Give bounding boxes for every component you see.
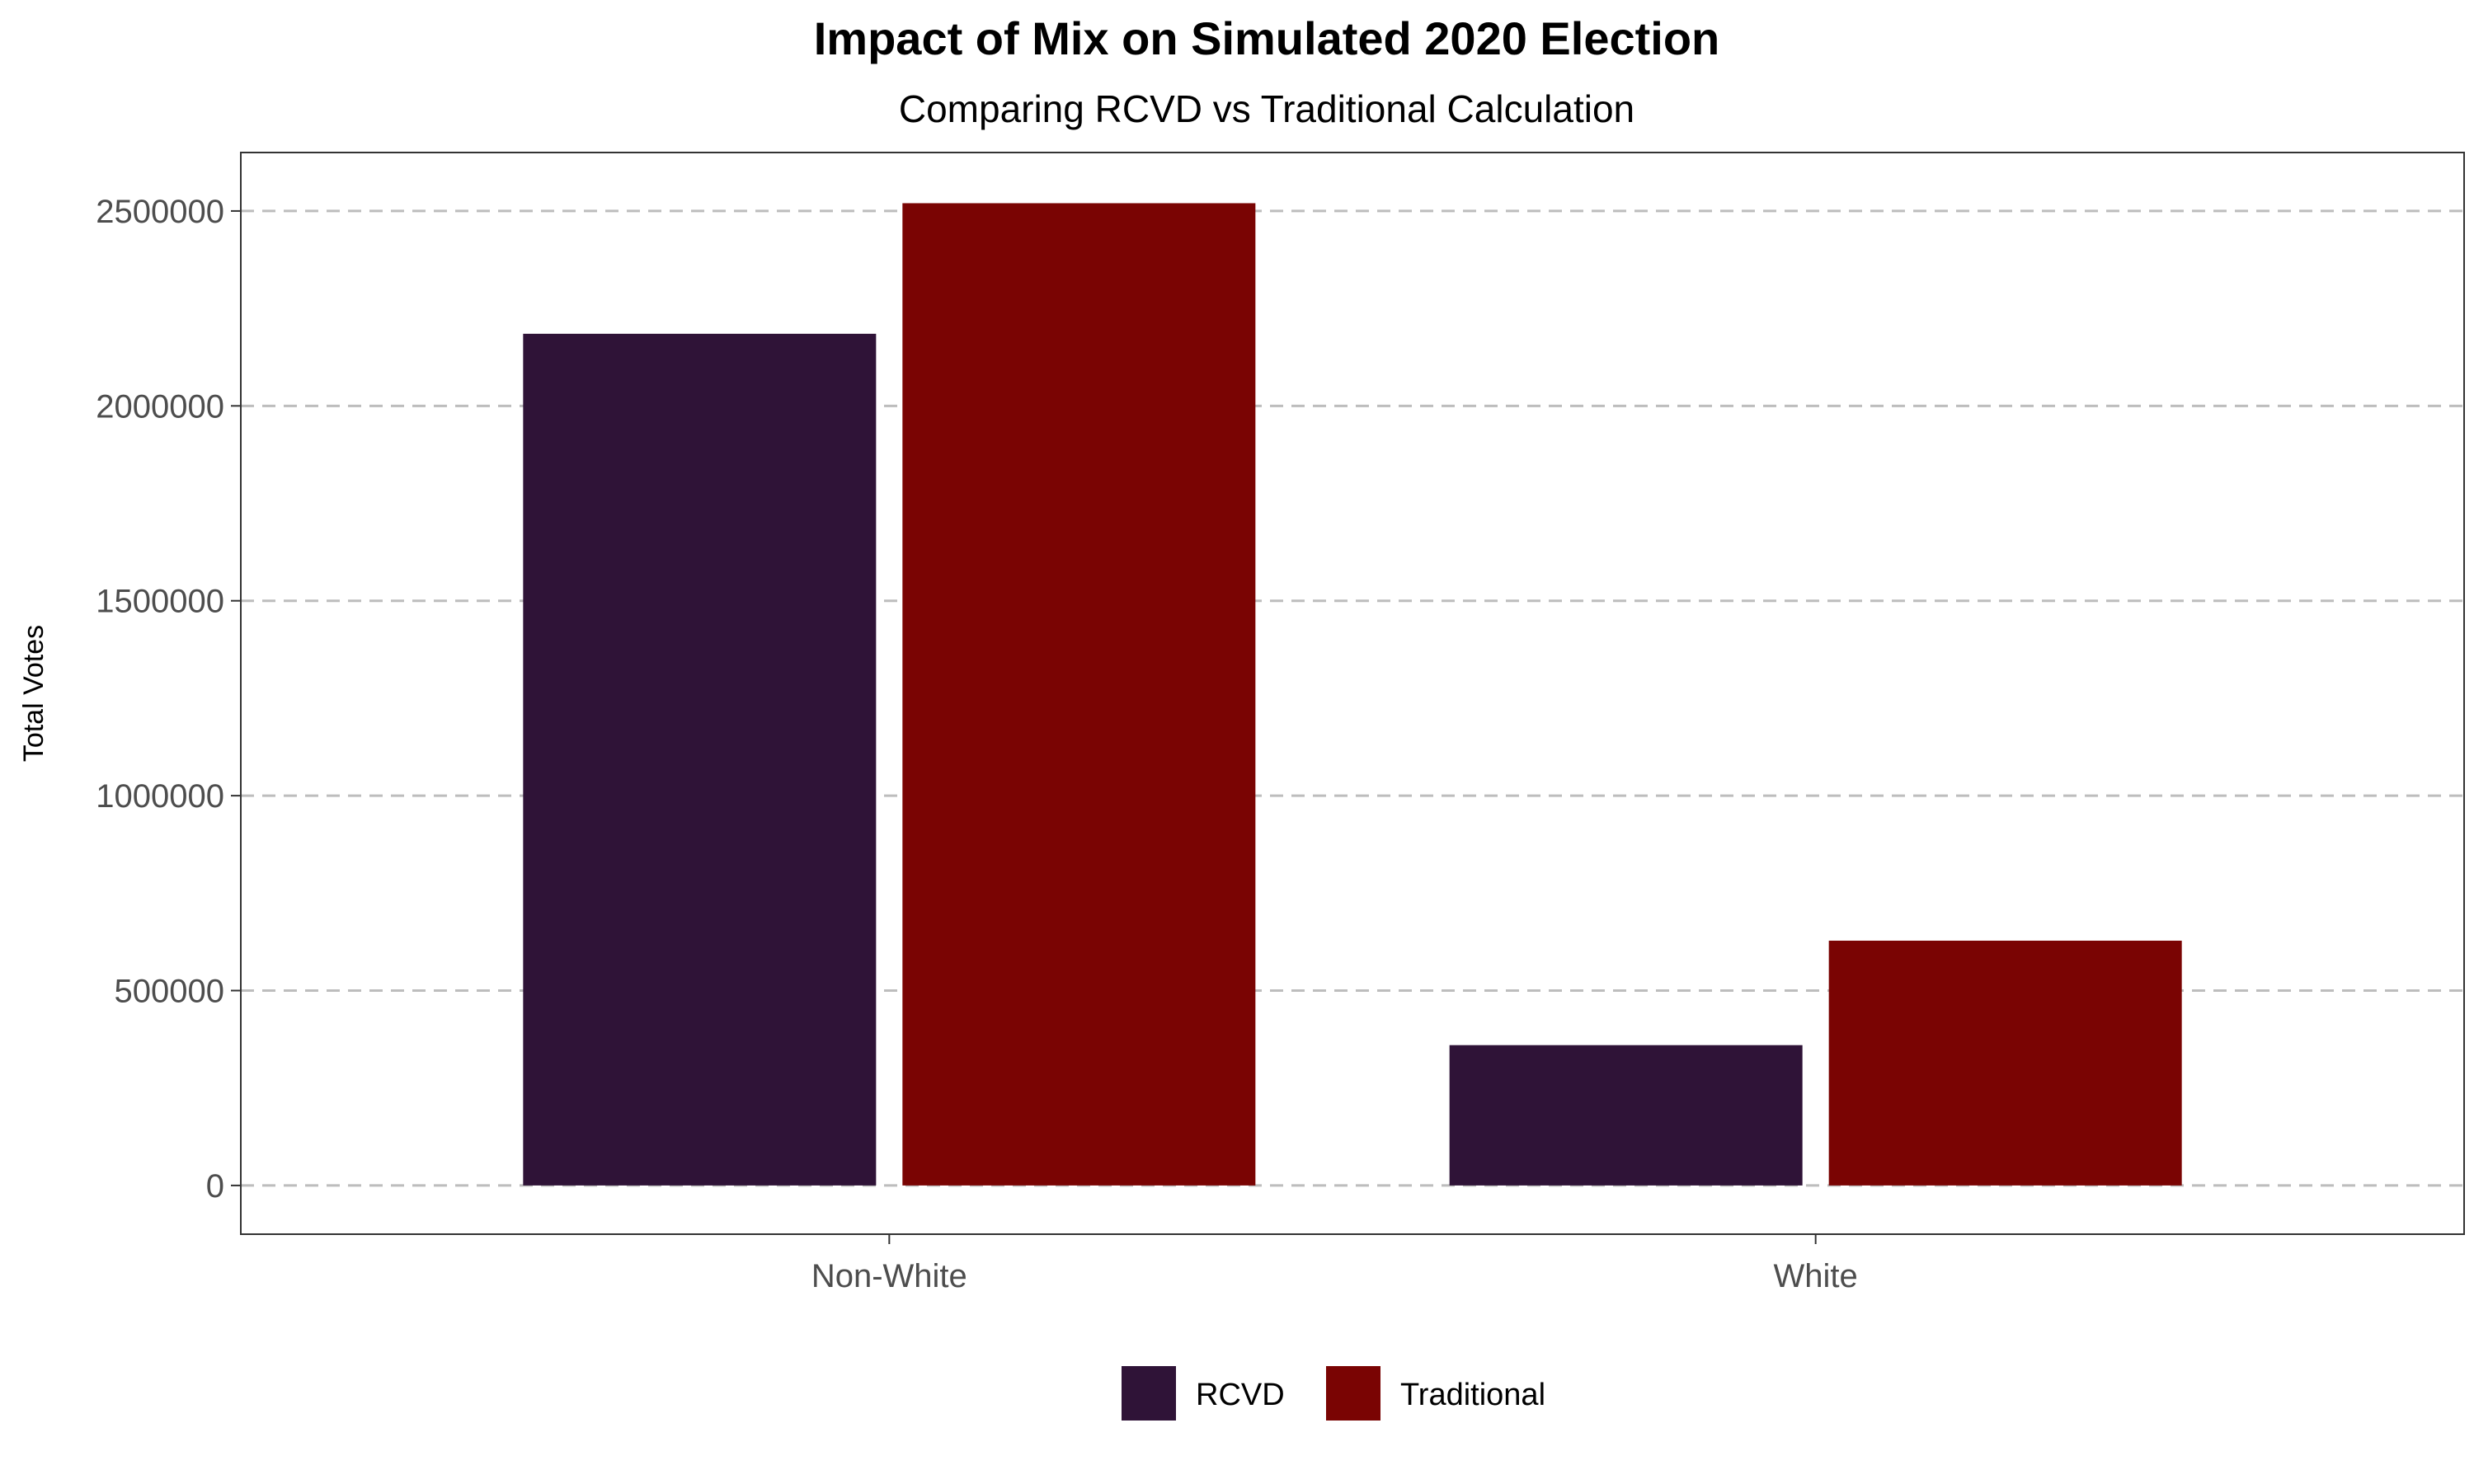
y-tick-label: 0 bbox=[206, 1168, 224, 1205]
y-tick-label: 500000 bbox=[115, 974, 224, 1010]
chart-title: Impact of Mix on Simulated 2020 Election bbox=[814, 12, 1719, 64]
legend-swatch-rcvd bbox=[1122, 1366, 1176, 1421]
x-axis: Non-White White bbox=[811, 1234, 1858, 1294]
y-tick-label: 1500000 bbox=[96, 584, 224, 620]
y-tick-label: 2000000 bbox=[96, 388, 224, 425]
legend: RCVD Traditional bbox=[1122, 1366, 1545, 1421]
y-tick-label: 1000000 bbox=[96, 778, 224, 815]
legend-label-traditional: Traditional bbox=[1400, 1378, 1545, 1412]
x-tick-label: Non-White bbox=[811, 1258, 967, 1294]
y-tick-label: 2500000 bbox=[96, 194, 224, 230]
bar-rcvd-non-white bbox=[523, 333, 877, 1186]
bar-rcvd-white bbox=[1449, 1045, 1803, 1186]
y-axis-title: Total Votes bbox=[18, 625, 49, 762]
plot-panel bbox=[240, 152, 2465, 1235]
bars bbox=[523, 203, 2182, 1186]
bar-traditional-non-white bbox=[902, 203, 1256, 1186]
legend-swatch-traditional bbox=[1326, 1366, 1380, 1421]
chart-subtitle: Comparing RCVD vs Traditional Calculatio… bbox=[899, 87, 1634, 130]
bar-traditional-white bbox=[1828, 940, 2182, 1186]
y-axis: 0 500000 1000000 1500000 2000000 2500000 bbox=[96, 194, 241, 1205]
legend-label-rcvd: RCVD bbox=[1196, 1378, 1285, 1412]
x-tick-label: White bbox=[1774, 1258, 1858, 1294]
